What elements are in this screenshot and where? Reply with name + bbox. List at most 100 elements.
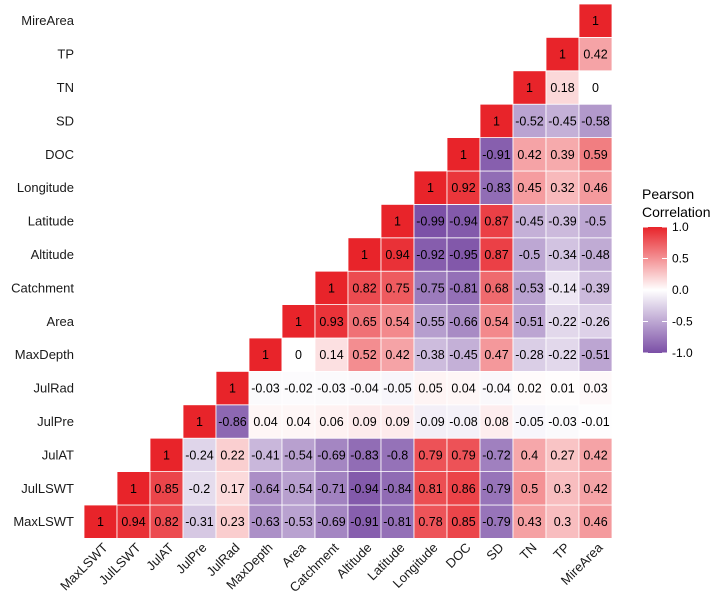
heatmap-cell-jullswt-julat (149, 471, 184, 506)
cell-value-label: -0.69 (317, 448, 346, 462)
cell-value-label: 0.78 (418, 515, 442, 529)
heatmap-cell-latitude-doc (446, 203, 481, 239)
cell-value-label: 0.18 (550, 81, 574, 95)
heatmap-cell-maxdepth-doc (446, 337, 481, 372)
cell-value-label: 0 (295, 348, 302, 362)
heatmap-cell-area-mirearea (578, 304, 613, 339)
cell-value-label: -0.14 (548, 281, 577, 295)
cell-value-label: 0.09 (352, 415, 376, 429)
cell-value-label: 0.94 (385, 248, 409, 262)
cell-value-label: -0.45 (449, 348, 478, 362)
heatmap-cell-julpre-longitude (413, 404, 448, 439)
cell-value-label: -0.34 (548, 248, 577, 262)
y-tick-label-sd: SD (56, 113, 74, 128)
heatmap-cell-maxdepth-longitude (413, 337, 448, 372)
heatmap-cell-catchment-mirearea (578, 270, 613, 306)
cell-value-label: -0.45 (515, 215, 544, 229)
cell-value-label: -0.55 (416, 315, 445, 329)
heatmap-cell-julrad-tn (512, 370, 547, 406)
cell-value-label: -0.08 (449, 415, 478, 429)
cell-value-label: -0.24 (185, 448, 214, 462)
heatmap-cell-sd-sd (479, 103, 514, 138)
heatmap-cell-area-catchment (314, 304, 349, 339)
cell-value-label: -0.28 (515, 348, 544, 362)
cell-value-label: -0.04 (350, 382, 379, 396)
cell-value-label: -0.04 (482, 382, 511, 396)
heatmap-cell-julpre-area (281, 404, 316, 439)
heatmap-cell-maxlswt-latitude (380, 504, 415, 539)
heatmap-cell-julrad-area (281, 370, 316, 406)
heatmap-cell-altitude-doc (446, 237, 481, 272)
heatmap-cell-maxlswt-catchment (314, 504, 349, 539)
cell-value-label: -0.54 (284, 448, 313, 462)
y-tick-label-tp: TP (57, 47, 74, 62)
cell-value-label: -0.92 (416, 248, 445, 262)
heatmap-cell-julpre-catchment (314, 404, 349, 439)
heatmap-cell-doc-sd (479, 137, 514, 172)
heatmap-cell-julrad-catchment (314, 370, 349, 406)
cell-value-label: -0.5 (585, 215, 607, 229)
heatmap-cell-julat-sd (479, 437, 514, 473)
heatmap-cell-latitude-longitude (413, 203, 448, 239)
cell-value-label: -0.01 (581, 415, 610, 429)
cell-value-label: -0.64 (251, 482, 280, 496)
cell-value-label: -0.26 (581, 315, 610, 329)
cell-value-label: -0.22 (548, 315, 577, 329)
heatmap-cell-catchment-tp (545, 270, 580, 306)
heatmap-cell-maxlswt-maxlswt (83, 504, 118, 539)
cell-value-label: 1 (427, 181, 434, 195)
cell-value-label: -0.51 (515, 315, 544, 329)
y-axis-labels: MireArea TP TN SD DOC Longitude Latitude Altitu… (11, 13, 75, 529)
heatmap-cell-maxdepth-latitude (380, 337, 415, 372)
cell-value-label: 0.86 (451, 482, 475, 496)
x-tick-label-julpre: JulPre (173, 540, 210, 577)
heatmap-cell-area-area (281, 304, 316, 339)
heatmap-cell-julat-julrad (215, 437, 250, 473)
cell-value-label: 1 (295, 315, 302, 329)
cell-value-label: -0.53 (284, 515, 313, 529)
heatmap-cell-doc-mirearea (578, 137, 613, 172)
heatmap-cell-maxdepth-catchment (314, 337, 349, 372)
heatmap-cell-maxlswt-doc (446, 504, 481, 539)
y-tick-label-julpre: JulPre (37, 414, 74, 429)
cell-value-label: 0.3 (554, 515, 571, 529)
heatmap-cell-maxlswt-mirearea (578, 504, 613, 539)
heatmap-cell-julpre-julpre (182, 404, 217, 439)
cell-value-label: 1 (526, 81, 533, 95)
y-tick-label-julrad: JulRad (34, 381, 74, 396)
cell-value-label: 0.17 (220, 482, 244, 496)
cell-value-label: -0.81 (449, 281, 478, 295)
cell-value-label: -0.41 (251, 448, 280, 462)
cell-value-label: -0.75 (416, 281, 445, 295)
y-tick-label-maxdepth: MaxDepth (15, 347, 74, 362)
heatmap-cell-doc-tn (512, 137, 547, 172)
heatmap-cell-altitude-sd (479, 237, 514, 272)
y-tick-label-catchment: Catchment (11, 280, 74, 295)
y-tick-label-area: Area (47, 314, 75, 329)
cell-value-label: -0.45 (548, 114, 577, 128)
cell-value-label: 0.03 (583, 382, 607, 396)
cell-value-label: -0.05 (383, 382, 412, 396)
heatmap-cell-maxlswt-altitude (347, 504, 382, 539)
cell-value-label: 1 (493, 114, 500, 128)
heatmap-cell-longitude-longitude (413, 170, 448, 205)
cell-value-label: 0.02 (517, 382, 541, 396)
heatmap-cell-jullswt-julpre (182, 471, 217, 506)
cell-value-label: 0.52 (352, 348, 376, 362)
heatmap-cell-jullswt-tn (512, 471, 547, 506)
heatmap-cell-julrad-doc (446, 370, 481, 406)
cell-value-label: 1 (559, 48, 566, 62)
cell-value-label: -0.86 (218, 415, 247, 429)
heatmap-cell-jullswt-latitude (380, 471, 415, 506)
heatmap-cell-maxdepth-tn (512, 337, 547, 372)
cell-value-label: 0.46 (583, 515, 607, 529)
cell-value-label: 0.82 (352, 281, 376, 295)
cell-value-label: -0.99 (416, 215, 445, 229)
y-tick-label-doc: DOC (45, 147, 74, 162)
cell-value-label: 0.87 (484, 215, 508, 229)
heatmap-cell-latitude-mirearea (578, 203, 613, 239)
heatmap-cell-jullswt-julrad (215, 471, 250, 506)
cell-value-label: 1 (592, 14, 599, 28)
